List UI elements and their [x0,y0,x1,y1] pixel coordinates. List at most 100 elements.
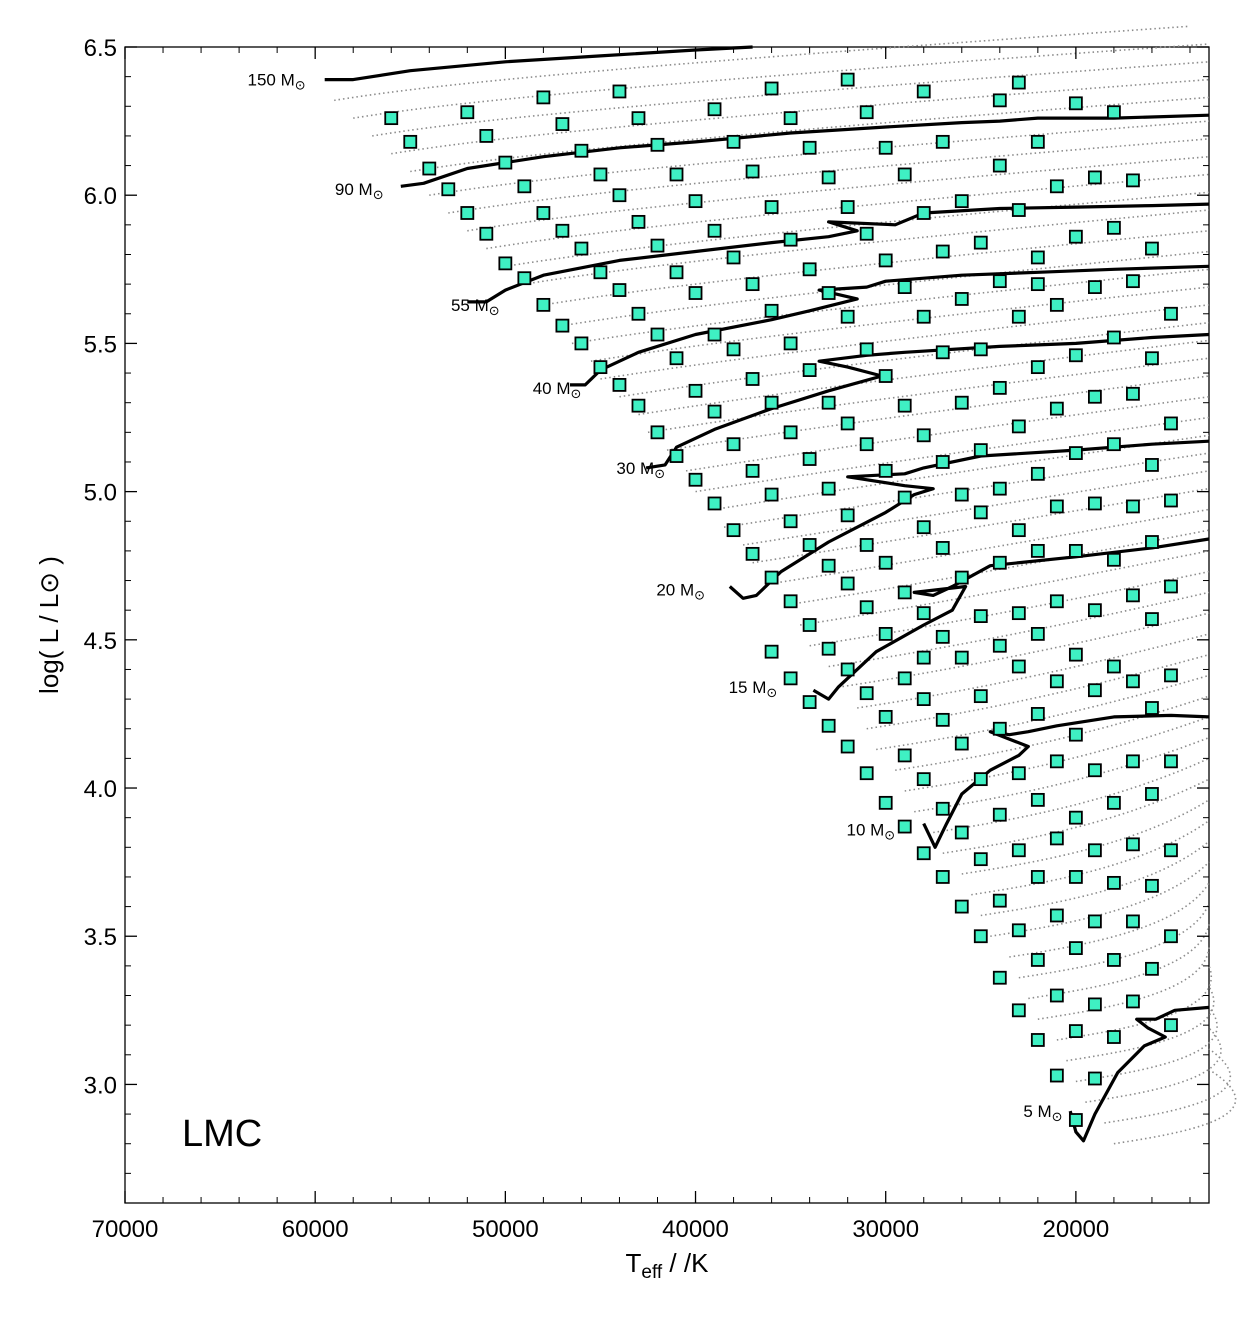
data-point-210 [897,748,912,763]
data-point-192 [764,644,779,659]
data-point-33 [821,170,836,185]
data-point-137 [992,481,1007,496]
data-point-219 [954,825,969,840]
y-axis-label: log( L / L⊙ ) [34,556,64,694]
data-point-58 [498,256,513,271]
data-point-248 [1068,941,1083,955]
data-point-157 [726,523,741,538]
data-point-206 [1126,754,1140,769]
data-point-140 [1126,499,1140,514]
track-30-msun [645,332,1210,470]
data-point-204 [1049,754,1064,769]
data-point-20 [574,143,589,158]
data-point-207 [1164,754,1178,769]
track-10-msun [922,713,1210,849]
data-point-247 [1030,953,1045,967]
data-point-46 [1011,203,1026,217]
data-point-99 [1107,330,1121,345]
data-point-199 [783,671,798,686]
data-point-66 [593,265,608,280]
mass-label: 20 M⊙ [656,580,705,602]
data-point-110 [612,378,627,392]
x-tick-label: 60000 [282,1216,349,1243]
grid-track-7 [467,155,1210,232]
data-point-54 [973,235,988,250]
data-point-76 [612,283,627,297]
x-tick-label: 50000 [472,1216,539,1243]
grid-track-14 [590,286,1210,362]
data-point-52 [859,226,874,241]
data-point-77 [688,286,703,300]
grid-track-18 [647,357,1210,434]
data-point-162 [745,546,760,561]
data-point-105 [897,398,912,413]
data-point-71 [992,274,1007,289]
data-point-201 [916,692,931,707]
data-point-49 [631,214,646,229]
data-point-175 [1030,626,1045,641]
data-point-184 [1126,674,1140,689]
data-point-28 [441,182,456,197]
data-point-91 [973,342,988,357]
grid-track-19 [666,375,1210,451]
data-point-5 [840,72,855,87]
data-point-180 [954,650,969,665]
data-point-21 [650,137,665,152]
data-point-255 [1164,1018,1178,1033]
data-point-193 [821,641,836,656]
data-point-130 [878,463,893,478]
data-point-176 [1068,647,1083,662]
data-point-131 [954,487,969,502]
data-point-119 [707,404,722,419]
data-point-22 [726,134,741,149]
data-point-112 [764,395,779,410]
data-point-44 [916,206,931,220]
data-point-163 [821,558,836,573]
data-point-185 [1164,668,1178,683]
data-point-31 [669,167,684,182]
data-point-142 [688,472,703,487]
data-point-65 [517,271,532,286]
data-point-179 [935,629,950,644]
data-point-30 [593,167,608,182]
data-point-209 [859,686,874,701]
data-point-156 [1107,552,1121,567]
data-point-16 [1068,96,1083,111]
data-point-220 [992,807,1007,822]
data-point-82 [1011,309,1026,324]
data-point-34 [897,167,912,182]
track-40-msun [570,264,1210,387]
data-point-42 [764,200,779,214]
data-point-0 [384,111,399,126]
mass-label: 40 M⊙ [533,379,582,401]
data-point-15 [992,93,1007,108]
data-point-213 [1030,792,1045,807]
data-point-200 [840,662,855,677]
y-tick-label: 6.0 [84,183,117,210]
data-point-164 [897,585,912,600]
data-point-234 [954,899,969,914]
data-point-169 [1126,588,1140,603]
data-point-90 [935,345,950,360]
data-point-43 [840,200,855,214]
data-point-135 [821,481,836,496]
data-point-203 [1011,766,1026,781]
data-point-19 [498,155,513,170]
data-point-181 [1011,659,1026,674]
data-point-96 [878,369,893,383]
data-point-111 [688,383,703,398]
data-point-53 [935,244,950,259]
data-point-236 [1030,870,1045,884]
data-point-67 [669,265,684,280]
data-point-60 [650,238,665,253]
data-point-106 [992,380,1007,395]
data-point-146 [973,505,988,520]
data-point-55 [1068,229,1083,244]
data-point-94 [726,342,741,357]
axis-ticks-layer: 70000 60000 50000 40000 30000 20000 3.0 3.5 4.0 4… [84,35,1209,1243]
data-point-242 [1049,908,1064,923]
data-point-50 [707,223,722,238]
data-point-152 [935,541,950,555]
data-point-257 [1068,1024,1083,1038]
